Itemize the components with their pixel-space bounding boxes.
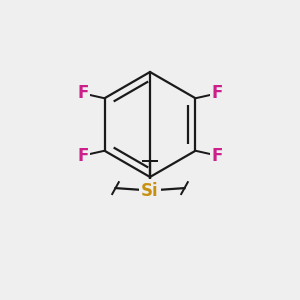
Text: F: F [77,147,88,164]
Text: Si: Si [141,182,159,200]
Text: F: F [212,147,223,164]
Text: F: F [212,84,223,102]
Text: F: F [77,84,88,102]
